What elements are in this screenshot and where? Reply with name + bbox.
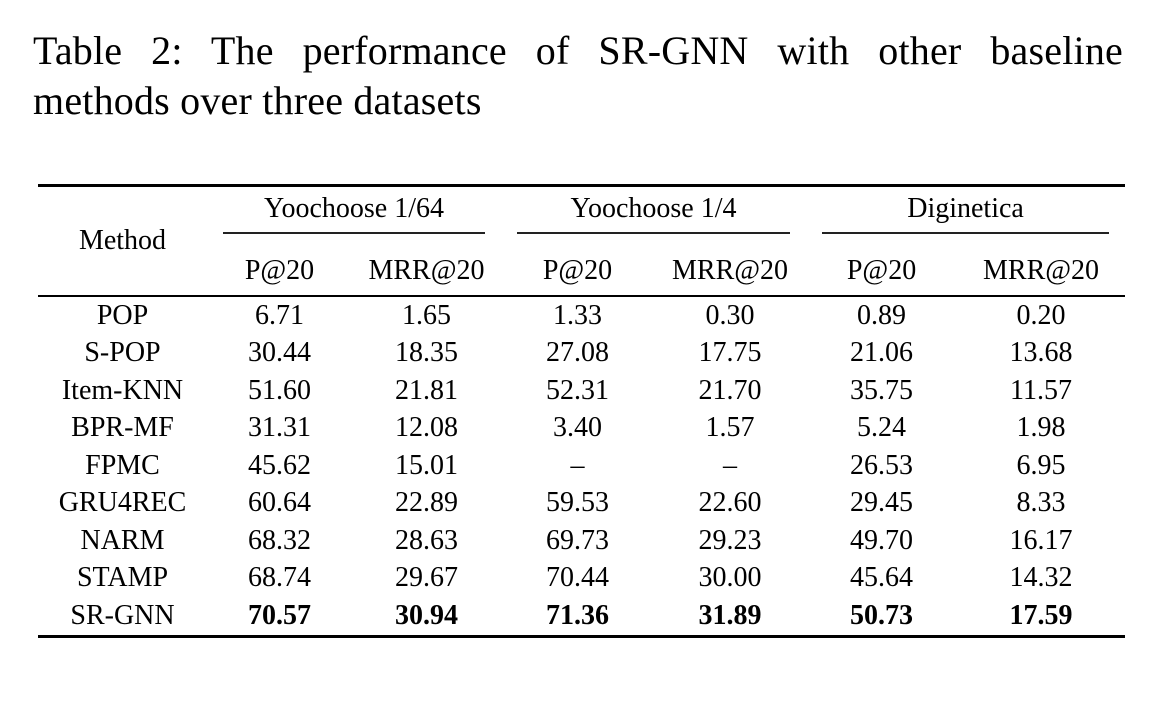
value-cell: 31.89 xyxy=(698,599,762,631)
value-cell: 1.57 xyxy=(705,412,755,444)
method-cell: GRU4REC xyxy=(58,487,187,519)
method-column-header: Method xyxy=(38,185,207,297)
value-cell: 21.81 xyxy=(395,374,458,406)
value-cell: 30.00 xyxy=(698,562,762,594)
value-cell: 11.57 xyxy=(1010,374,1073,406)
method-cell: BPR-MF xyxy=(71,412,174,444)
value-cell: 13.68 xyxy=(1009,337,1073,369)
value-cell: 29.45 xyxy=(850,487,914,519)
metric-header-digi-p20: P@20 xyxy=(806,247,958,297)
value-cell: 30.94 xyxy=(395,599,458,631)
value-cell: 6.95 xyxy=(1016,449,1066,481)
value-cell: 51.60 xyxy=(248,374,311,406)
value-cell: 12.08 xyxy=(395,412,458,444)
table-row: Item-KNN 51.60 21.81 52.31 21.70 35.75 11.57 xyxy=(38,372,1125,410)
group-header-diginetica: Diginetica xyxy=(806,186,1125,248)
table-row: BPR-MF 31.31 12.08 3.40 1.57 5.24 1.98 xyxy=(38,410,1125,448)
value-cell: 50.73 xyxy=(850,599,914,631)
value-cell: 70.57 xyxy=(248,599,311,631)
caption-line-2: methods over three datasets xyxy=(33,78,482,123)
table-body: POP 6.71 1.65 1.33 0.30 0.89 0.20 S-POP 30.44 18.… xyxy=(38,296,1125,636)
value-cell: 30.44 xyxy=(248,337,311,369)
value-cell: 5.24 xyxy=(857,412,907,444)
results-table: Method Yoochoose 1/64 Yoochoose 1/4 Digi… xyxy=(38,184,1126,638)
value-cell: 1.33 xyxy=(553,299,603,331)
table-header: Method Yoochoose 1/64 Yoochoose 1/4 Digi… xyxy=(38,185,1126,297)
value-cell: 6.71 xyxy=(255,299,304,331)
value-cell: 28.63 xyxy=(395,524,458,556)
group-header-yoochoose-1-4: Yoochoose 1/4 xyxy=(501,186,806,248)
value-cell: 35.75 xyxy=(850,374,914,406)
value-cell: 49.70 xyxy=(850,524,914,556)
value-cell: 31.31 xyxy=(248,412,311,444)
value-cell: 21.06 xyxy=(850,337,914,369)
value-cell: 68.74 xyxy=(248,562,311,594)
metric-header-y64-mrr20: MRR@20 xyxy=(352,247,502,297)
method-cell: STAMP xyxy=(76,562,169,594)
value-cell: 27.08 xyxy=(546,337,610,369)
value-cell: 8.33 xyxy=(1016,487,1066,519)
value-cell: 14.32 xyxy=(1009,562,1073,594)
method-cell: S-POP xyxy=(84,337,161,369)
method-cell: Item-KNN xyxy=(61,374,184,406)
value-cell: 26.53 xyxy=(850,449,914,481)
table-row: S-POP 30.44 18.35 27.08 17.75 21.06 13.68 xyxy=(38,335,1125,373)
value-cell: 17.75 xyxy=(698,337,762,369)
value-cell: 60.64 xyxy=(248,487,311,519)
value-cell: 45.64 xyxy=(850,562,914,594)
caption-line-1: Table 2: The performance of SR-GNN with … xyxy=(33,28,1123,73)
value-cell: 1.65 xyxy=(402,299,451,331)
value-cell: 0.20 xyxy=(1016,299,1066,331)
value-cell: 45.62 xyxy=(248,449,311,481)
value-cell: 70.44 xyxy=(546,562,610,594)
value-cell: 22.89 xyxy=(395,487,458,519)
method-cell: POP xyxy=(96,299,149,331)
group-label-diginetica: Diginetica xyxy=(822,193,1110,234)
value-cell: 1.98 xyxy=(1016,412,1066,444)
method-cell: NARM xyxy=(80,524,165,556)
value-cell: – xyxy=(570,449,585,481)
group-label-yoochoose-1-4: Yoochoose 1/4 xyxy=(517,193,791,234)
value-cell: 3.40 xyxy=(553,412,603,444)
table-caption: Table 2: The performance of SR-GNN with … xyxy=(33,26,1123,126)
table-row: POP 6.71 1.65 1.33 0.30 0.89 0.20 xyxy=(38,296,1125,335)
value-cell: 18.35 xyxy=(395,337,458,369)
value-cell: – xyxy=(723,449,738,481)
metric-header-digi-mrr20: MRR@20 xyxy=(957,247,1126,297)
value-cell: 29.23 xyxy=(698,524,762,556)
value-cell: 15.01 xyxy=(395,449,458,481)
table-row: GRU4REC 60.64 22.89 59.53 22.60 29.45 8.33 xyxy=(38,485,1125,523)
group-header-row: Method Yoochoose 1/64 Yoochoose 1/4 Digi… xyxy=(38,185,1125,297)
value-cell: 69.73 xyxy=(546,524,610,556)
value-cell: 0.30 xyxy=(705,299,755,331)
value-cell: 68.32 xyxy=(248,524,311,556)
value-cell: 21.70 xyxy=(698,374,762,406)
table-row: SR-GNN 70.57 30.94 71.36 31.89 50.73 17.59 xyxy=(38,597,1125,636)
value-cell: 52.31 xyxy=(546,374,610,406)
value-cell: 29.67 xyxy=(395,562,458,594)
method-cell: FPMC xyxy=(85,449,160,481)
value-cell: 17.59 xyxy=(1009,599,1073,631)
metric-header-y4-p20: P@20 xyxy=(501,247,655,297)
method-cell: SR-GNN xyxy=(70,599,175,631)
value-cell: 16.17 xyxy=(1009,524,1073,556)
value-cell: 59.53 xyxy=(546,487,610,519)
group-label-yoochoose-1-64: Yoochoose 1/64 xyxy=(223,193,486,234)
value-cell: 71.36 xyxy=(546,599,610,631)
table-row: NARM 68.32 28.63 69.73 29.23 49.70 16.17 xyxy=(38,522,1125,560)
metric-header-y4-mrr20: MRR@20 xyxy=(654,247,807,297)
table-row: FPMC 45.62 15.01 – – 26.53 6.95 xyxy=(38,447,1125,485)
metric-header-row: P@20 MRR@20 P@20 MRR@20 P@20 MRR@20 xyxy=(38,247,1126,297)
value-cell: 0.89 xyxy=(857,299,907,331)
table-row: STAMP 68.74 29.67 70.44 30.00 45.64 14.32 xyxy=(38,560,1125,598)
value-cell: 22.60 xyxy=(698,487,762,519)
metric-header-y64-p20: P@20 xyxy=(207,247,352,297)
group-header-yoochoose-1-64: Yoochoose 1/64 xyxy=(207,186,501,248)
